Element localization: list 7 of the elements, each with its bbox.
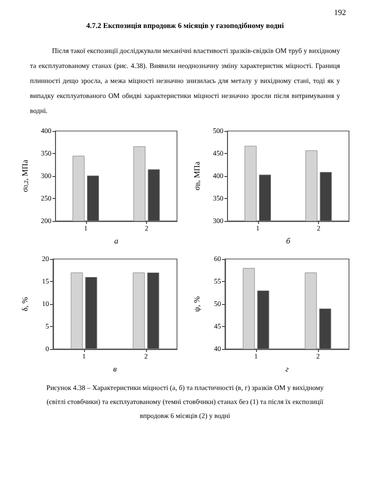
y-axis-title: δ, % — [20, 296, 30, 312]
text: 192 — [333, 8, 347, 17]
y-axis-title: ψ, % — [192, 296, 202, 312]
x-axis-title: в — [113, 364, 118, 374]
x-axis-title: б — [286, 236, 292, 246]
x-axis-title: а — [114, 236, 118, 246]
x-axis-title: г — [285, 364, 289, 374]
